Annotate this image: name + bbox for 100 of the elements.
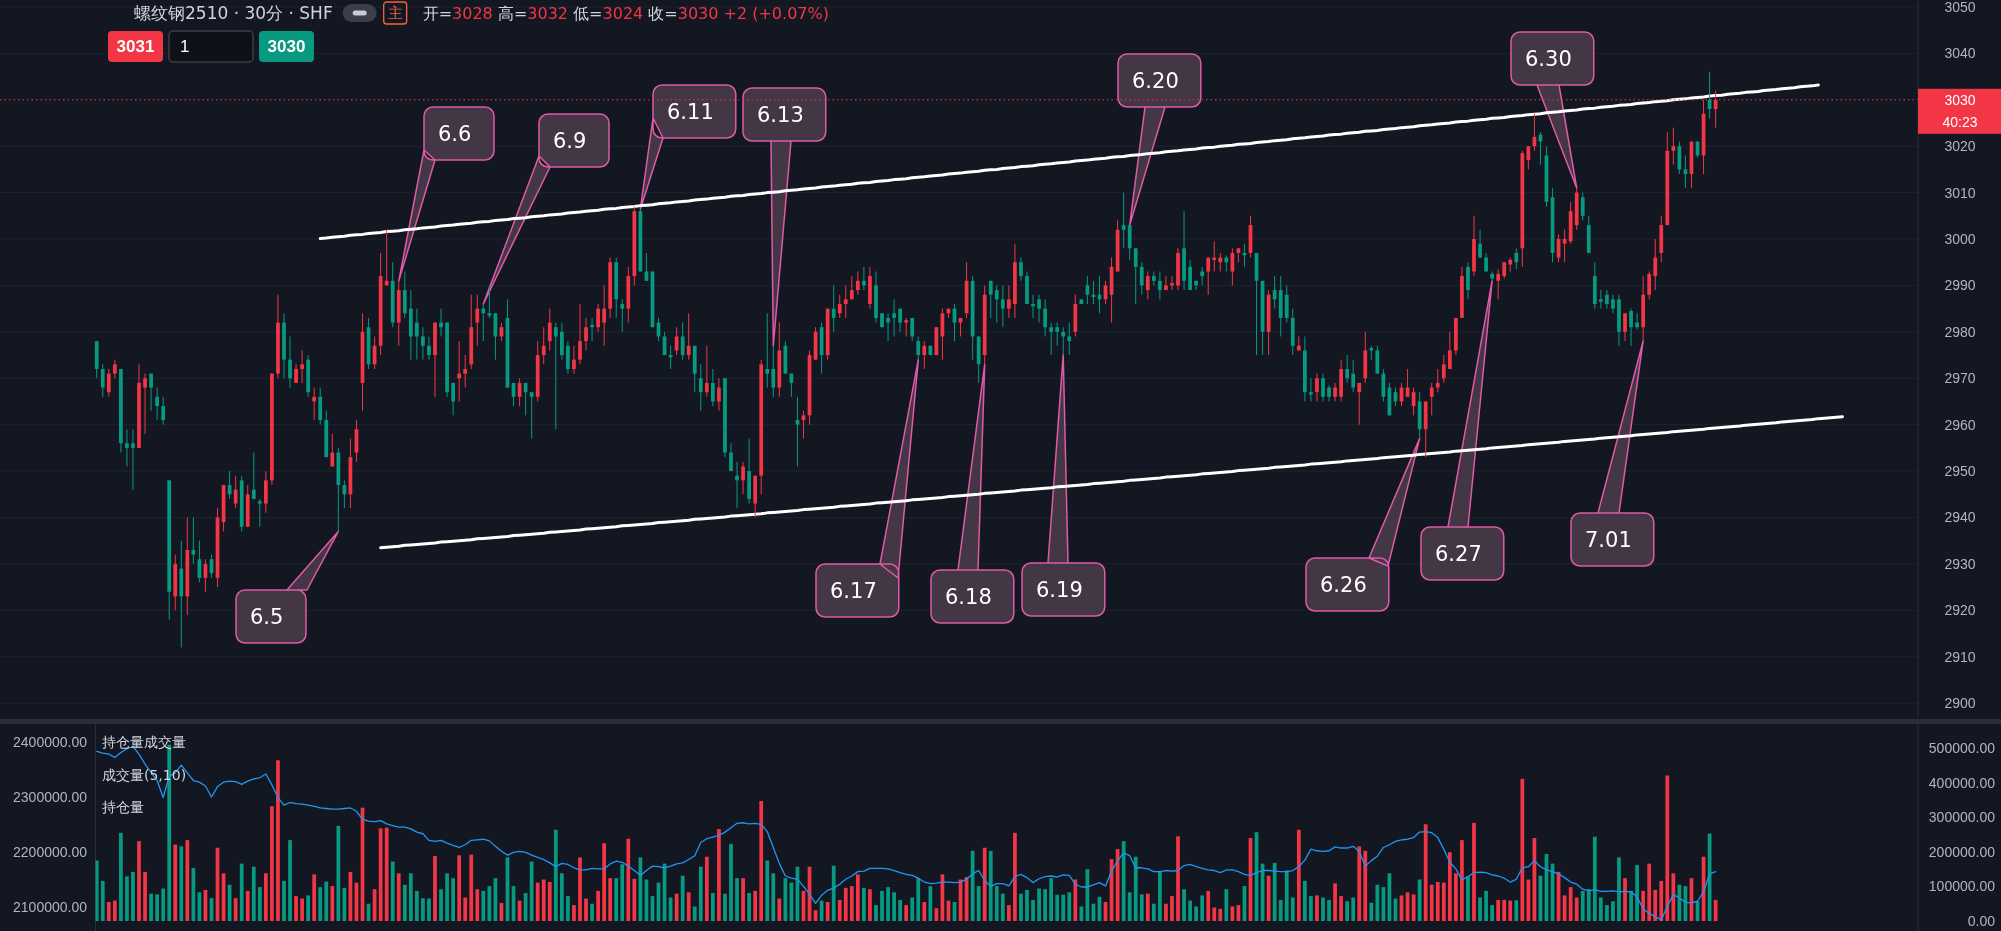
- bar: [614, 878, 619, 921]
- bar: [578, 857, 582, 921]
- candlestick: [1019, 257, 1023, 282]
- y2-tick-label: 100000.00: [1928, 878, 1996, 895]
- candlestick: [674, 326, 679, 356]
- candlestick: [294, 363, 298, 384]
- y-tick-label: 2970: [1944, 370, 1976, 387]
- bar: [1176, 836, 1180, 921]
- bar: [1605, 905, 1609, 921]
- candlestick: [1309, 377, 1313, 402]
- bar: [874, 905, 878, 921]
- candlestick: [481, 303, 486, 342]
- bar: [1635, 865, 1639, 921]
- y2-tick-label: 300000.00: [1928, 809, 1996, 826]
- bar: [837, 899, 842, 921]
- bar: [1212, 907, 1217, 921]
- candlestick: [1623, 312, 1627, 342]
- bar: [173, 844, 178, 921]
- candlestick: [125, 428, 129, 467]
- candlestick: [131, 428, 135, 491]
- bar: [862, 887, 866, 921]
- candlestick: [886, 312, 890, 342]
- candlestick: [233, 475, 238, 509]
- annotation: 3031: [116, 37, 155, 56]
- candlestick: [892, 298, 896, 337]
- candlestick: [698, 363, 703, 412]
- annotation: 6.26: [1320, 573, 1367, 597]
- bar: [288, 840, 292, 921]
- bar: [1460, 840, 1464, 921]
- candlestick: [529, 391, 534, 440]
- bar: [735, 878, 739, 921]
- candlestick: [559, 322, 564, 361]
- y-tick-label: 2930: [1944, 555, 1976, 572]
- annotation: 6.27: [1435, 542, 1482, 566]
- candlestick: [415, 308, 419, 361]
- bar: [1520, 778, 1525, 921]
- bar: [300, 898, 304, 921]
- bar: [1611, 901, 1615, 921]
- bar: [559, 873, 564, 921]
- bar: [1194, 906, 1199, 921]
- bar: [245, 890, 250, 921]
- bar: [849, 886, 854, 921]
- candlestick: [1605, 289, 1609, 310]
- candlestick: [1043, 298, 1047, 337]
- candlestick: [384, 229, 389, 286]
- candlestick: [439, 308, 443, 337]
- y-tick-label: 3040: [1944, 45, 1976, 62]
- bar: [185, 840, 190, 921]
- y2-tick-label: 0.00: [1967, 913, 1996, 929]
- y-tick-label: 2980: [1944, 323, 1976, 340]
- bar: [1598, 897, 1603, 921]
- bar: [1043, 889, 1047, 921]
- bar: [1447, 852, 1452, 921]
- bar: [378, 828, 383, 921]
- bar: [994, 886, 999, 921]
- bar: [1079, 906, 1084, 921]
- candlestick: [257, 498, 262, 528]
- candlestick: [402, 271, 407, 319]
- candlestick: [1333, 382, 1337, 402]
- candlestick: [717, 377, 721, 412]
- bar: [469, 854, 474, 921]
- candlestick: [318, 387, 323, 426]
- bar: [698, 866, 703, 921]
- candlestick: [1345, 354, 1350, 384]
- candlestick: [1435, 368, 1440, 393]
- bar: [336, 825, 341, 921]
- candlestick: [1049, 322, 1054, 356]
- bar: [868, 889, 872, 921]
- bar: [904, 905, 909, 921]
- bar: [1454, 873, 1458, 921]
- bar: [988, 850, 993, 921]
- bar: [916, 878, 921, 921]
- candlestick: [1272, 275, 1277, 310]
- bar: [1363, 850, 1368, 921]
- candlestick: [1490, 271, 1495, 282]
- bar: [137, 841, 141, 921]
- bar: [898, 899, 903, 921]
- bar: [1218, 908, 1223, 921]
- bar: [886, 887, 890, 921]
- y-tick-label: 2300000.00: [13, 788, 88, 805]
- y-tick-label: 3010: [1944, 184, 1976, 201]
- bar: [922, 901, 927, 921]
- candlestick: [1441, 354, 1446, 384]
- candlestick: [143, 373, 147, 435]
- candlestick: [1351, 359, 1356, 393]
- bar: [191, 868, 196, 921]
- bar: [620, 864, 625, 921]
- bar: [692, 906, 697, 921]
- bar: [1309, 896, 1313, 921]
- candlestick: [1315, 373, 1319, 402]
- bar: [1019, 893, 1023, 921]
- candlestick: [263, 470, 268, 514]
- bar: [1423, 824, 1428, 921]
- bar: [1665, 775, 1670, 921]
- bar: [415, 890, 419, 921]
- bar: [330, 886, 335, 921]
- annotation: 6.6: [438, 122, 472, 146]
- bar: [765, 860, 770, 921]
- annotation: 6.19: [1036, 578, 1083, 602]
- candlestick: [1635, 312, 1639, 331]
